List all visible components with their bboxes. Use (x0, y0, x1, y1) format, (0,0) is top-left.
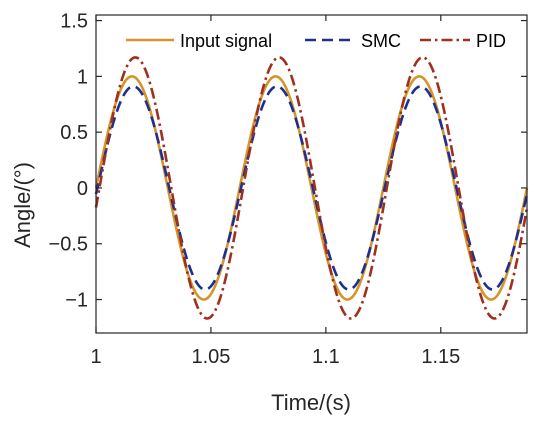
legend-label-input-signal: Input signal (180, 31, 272, 51)
x-axis-label: Time/(s) (271, 390, 351, 415)
axes-box (95, 14, 528, 334)
y-axis-label: Angle/(°) (10, 162, 35, 248)
series-layer (94, 56, 529, 320)
axes-layer: 1 1.05 1.1 1.15 1.5 1 0.5 0 −0.5 −1 (49, 11, 528, 368)
y-tick-label: 1.5 (60, 11, 88, 33)
x-tick-label: 1.1 (312, 346, 340, 368)
series-line-input-signal (94, 75, 529, 301)
legend-label-pid: PID (476, 31, 506, 51)
legend: Input signal SMC PID (126, 31, 506, 51)
y-tick-label: −0.5 (49, 234, 88, 256)
legend-label-smc: SMC (361, 31, 401, 51)
x-tick-label: 1 (90, 346, 101, 368)
series-line-pid (94, 56, 529, 320)
x-tick-label: 1.15 (421, 346, 460, 368)
y-tick-label: 0 (77, 178, 88, 200)
y-tick-label: 0.5 (60, 122, 88, 144)
y-tick-label: −1 (65, 290, 88, 312)
y-tick-label: 1 (77, 66, 88, 88)
x-tick-label: 1.05 (191, 346, 230, 368)
